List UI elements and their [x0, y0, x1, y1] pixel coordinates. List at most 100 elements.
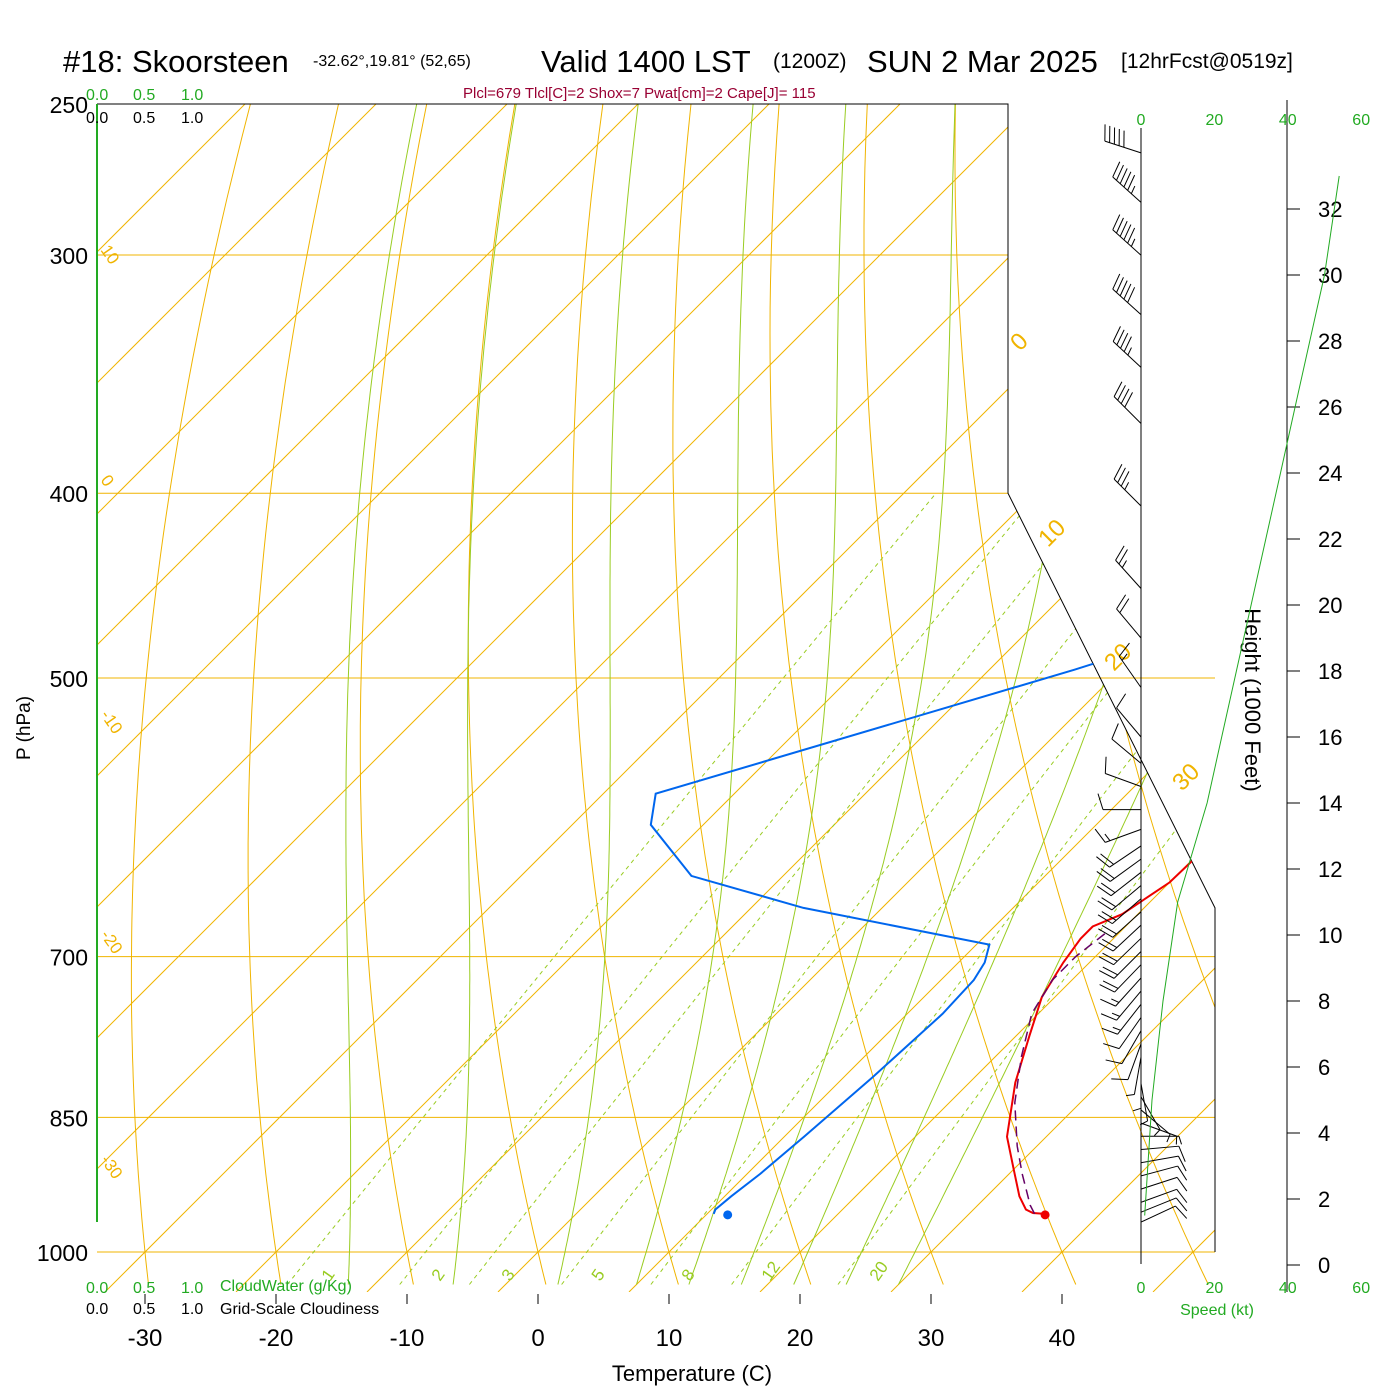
wind-barb-flag: [1178, 1136, 1182, 1145]
wind-barb-flag: [1116, 594, 1127, 610]
cloudwater-scale-top: 0.0: [86, 87, 108, 104]
height-tick-label: 12: [1318, 857, 1342, 882]
temperature-profile: [1005, 119, 1215, 1215]
wind-barb-flag: [1098, 942, 1114, 952]
isotherm-line: [97, 104, 377, 1292]
wind-barb-flag: [1119, 221, 1128, 237]
wind-barb: [1100, 977, 1142, 1007]
speed-tick-top: 60: [1352, 112, 1370, 129]
speed-tick-bottom: 40: [1279, 1280, 1297, 1297]
wind-barb-staff: [1104, 140, 1142, 154]
isotherm-label: 10: [97, 241, 123, 267]
wind-barb: [1099, 951, 1142, 979]
temperature-tick-label: -20: [259, 1325, 294, 1352]
wind-barb-flag: [1120, 388, 1130, 404]
temperature-tick-label: 30: [918, 1325, 945, 1352]
wind-barb-staff: [1140, 1205, 1176, 1223]
wind-barb: [1140, 1122, 1178, 1145]
wind-barb: [1096, 871, 1142, 897]
isotherm-line: [759, 104, 1215, 1292]
wind-barb-flag: [1123, 336, 1132, 352]
height-tick-label: 2: [1318, 1187, 1330, 1212]
mixing-ratio-line: [561, 492, 1184, 1285]
moist-adiabat-line: [898, 104, 1215, 1285]
cloudwater-scale-top: 1.0: [181, 87, 203, 104]
height-tick-label: 4: [1318, 1121, 1330, 1146]
isotherm-line: [366, 104, 1215, 1292]
height-tick-label: 24: [1318, 461, 1342, 486]
height-tick-label: 14: [1318, 791, 1342, 816]
wind-barb-flag: [1112, 214, 1121, 230]
isotherm-label: -20: [97, 926, 127, 957]
speed-tick-top: 0: [1137, 112, 1146, 129]
wind-barb-flag: [1116, 164, 1124, 181]
dry-adiabat-label: 30: [1167, 758, 1205, 796]
wind-barb-flag: [1116, 277, 1124, 293]
wind-barb-flag: [1101, 1027, 1118, 1035]
wind-barb-flag: [1111, 1012, 1120, 1017]
wind-barb-staff: [1114, 964, 1142, 993]
height-tick-label: 28: [1318, 329, 1342, 354]
wind-barb-flag: [1166, 1134, 1171, 1143]
temperature-tick-label: 20: [787, 1325, 814, 1352]
wind-barb: [1098, 937, 1142, 966]
cloudwater-scale-bottom: 0.5: [133, 1280, 155, 1297]
wind-barb-staff: [1116, 608, 1142, 639]
wind-barb: [1140, 1176, 1188, 1192]
moist-adiabat-line: [452, 104, 517, 1285]
pressure-tick-label: 850: [50, 1105, 88, 1131]
pressure-tick-label: 500: [50, 666, 88, 692]
dry-adiabat-line: [1042, 104, 1215, 1285]
wind-barb-flag: [1113, 464, 1123, 480]
wind-barb-flag: [1100, 882, 1116, 894]
wind-barb-flag: [1117, 385, 1126, 401]
cloudiness-scale-top: 0.0: [86, 110, 108, 127]
speed-tick-bottom: 20: [1206, 1280, 1224, 1297]
wind-barb-staff: [1105, 773, 1142, 787]
wind-barb: [1097, 885, 1142, 911]
isotherm-line: [97, 104, 901, 1292]
wind-barb-flag: [1104, 756, 1107, 774]
wind-barb-flag: [1121, 560, 1127, 568]
wind-barb-staff: [1113, 396, 1142, 424]
wind-barb: [1103, 1017, 1142, 1050]
station-coords: -32.62°,19.81° (52,65): [313, 53, 471, 70]
wind-barb-flag: [1175, 1205, 1188, 1219]
wind-barb: [1096, 858, 1142, 882]
mixing-ratio-label: 3: [498, 1266, 519, 1285]
height-tick-label: 8: [1318, 989, 1330, 1014]
speed-tick-bottom: 0: [1137, 1280, 1146, 1297]
y-axis-label: P (hPa): [14, 696, 35, 760]
moist-adiabat-line: [740, 104, 956, 1285]
wind-barb-staff: [1110, 871, 1142, 897]
mixing-ratio-label: 12: [758, 1258, 784, 1284]
wind-barb-flag: [1175, 1197, 1188, 1212]
cloudiness-scale-top: 1.0: [181, 110, 203, 127]
wind-barb: [1112, 161, 1142, 203]
wind-barb-flag: [1126, 1094, 1135, 1097]
isotherm-label: -10: [97, 706, 127, 737]
wind-barb-staff: [1112, 924, 1142, 952]
dry-adiabat-line: [247, 104, 347, 1285]
wind-barb-flag: [1102, 966, 1118, 976]
wind-barb: [1099, 964, 1142, 993]
temperature-tick-label: 40: [1049, 1325, 1076, 1352]
mixing-ratio-label: 8: [678, 1266, 699, 1285]
wind-barb-flag: [1101, 897, 1116, 908]
wind-barb-flag: [1130, 185, 1136, 194]
wind-barb-flag: [1101, 911, 1117, 921]
moist-adiabat-line: [845, 104, 1215, 1285]
wind-barb-staff: [1112, 176, 1142, 203]
wind-barb: [1115, 545, 1142, 589]
speed-axis-label: Speed (kt): [1180, 1302, 1254, 1319]
moist-adiabat-line: [636, 104, 754, 1285]
temperature-tick-label: 10: [656, 1325, 683, 1352]
speed-tick-bottom: 60: [1352, 1280, 1370, 1297]
wind-barb-flag: [1177, 1165, 1188, 1181]
wind-barb-staff: [1112, 229, 1142, 256]
pressure-tick-label: 400: [50, 481, 88, 507]
wind-barb-flag: [1098, 956, 1114, 966]
wind-barb-flag: [1116, 693, 1127, 709]
wind-barb-staff: [1140, 1122, 1177, 1137]
